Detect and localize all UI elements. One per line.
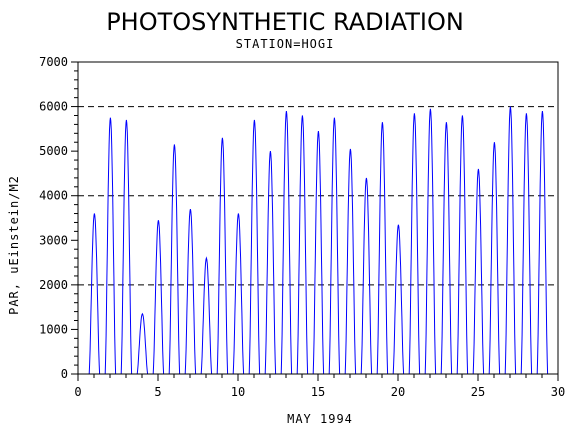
x-tick-label: 10	[231, 385, 245, 399]
x-tick-label: 20	[391, 385, 405, 399]
plot-frame	[77, 61, 559, 375]
y-tick-label: 1000	[39, 322, 68, 336]
y-tick-label: 5000	[39, 144, 68, 158]
x-tick-label: 0	[74, 385, 81, 399]
x-tick-label: 30	[551, 385, 565, 399]
y-tick-label: 2000	[39, 278, 68, 292]
x-tick-label: 25	[471, 385, 485, 399]
x-axis: 0 5 10 15 20 25 30	[74, 374, 565, 399]
y-axis-label: PAR, uEinstein/M2	[7, 175, 21, 315]
chart-subtitle: STATION=HOGI	[236, 37, 335, 51]
x-axis-label: MAY 1994	[287, 412, 353, 426]
y-tick-label: 7000	[39, 55, 68, 69]
reference-lines	[78, 106, 558, 286]
data-series	[88, 106, 549, 375]
x-tick-label: 15	[311, 385, 325, 399]
chart-title: PHOTOSYNTHETIC RADIATION	[106, 8, 464, 36]
series-line-0	[88, 106, 549, 375]
y-axis: 0 1000 2000 3000 4000 5000 6000 7000	[39, 55, 78, 381]
x-tick-label: 5	[154, 385, 161, 399]
y-tick-label: 3000	[39, 233, 68, 247]
y-tick-label: 0	[61, 367, 68, 381]
y-tick-label: 6000	[39, 100, 68, 114]
y-tick-label: 4000	[39, 189, 68, 203]
